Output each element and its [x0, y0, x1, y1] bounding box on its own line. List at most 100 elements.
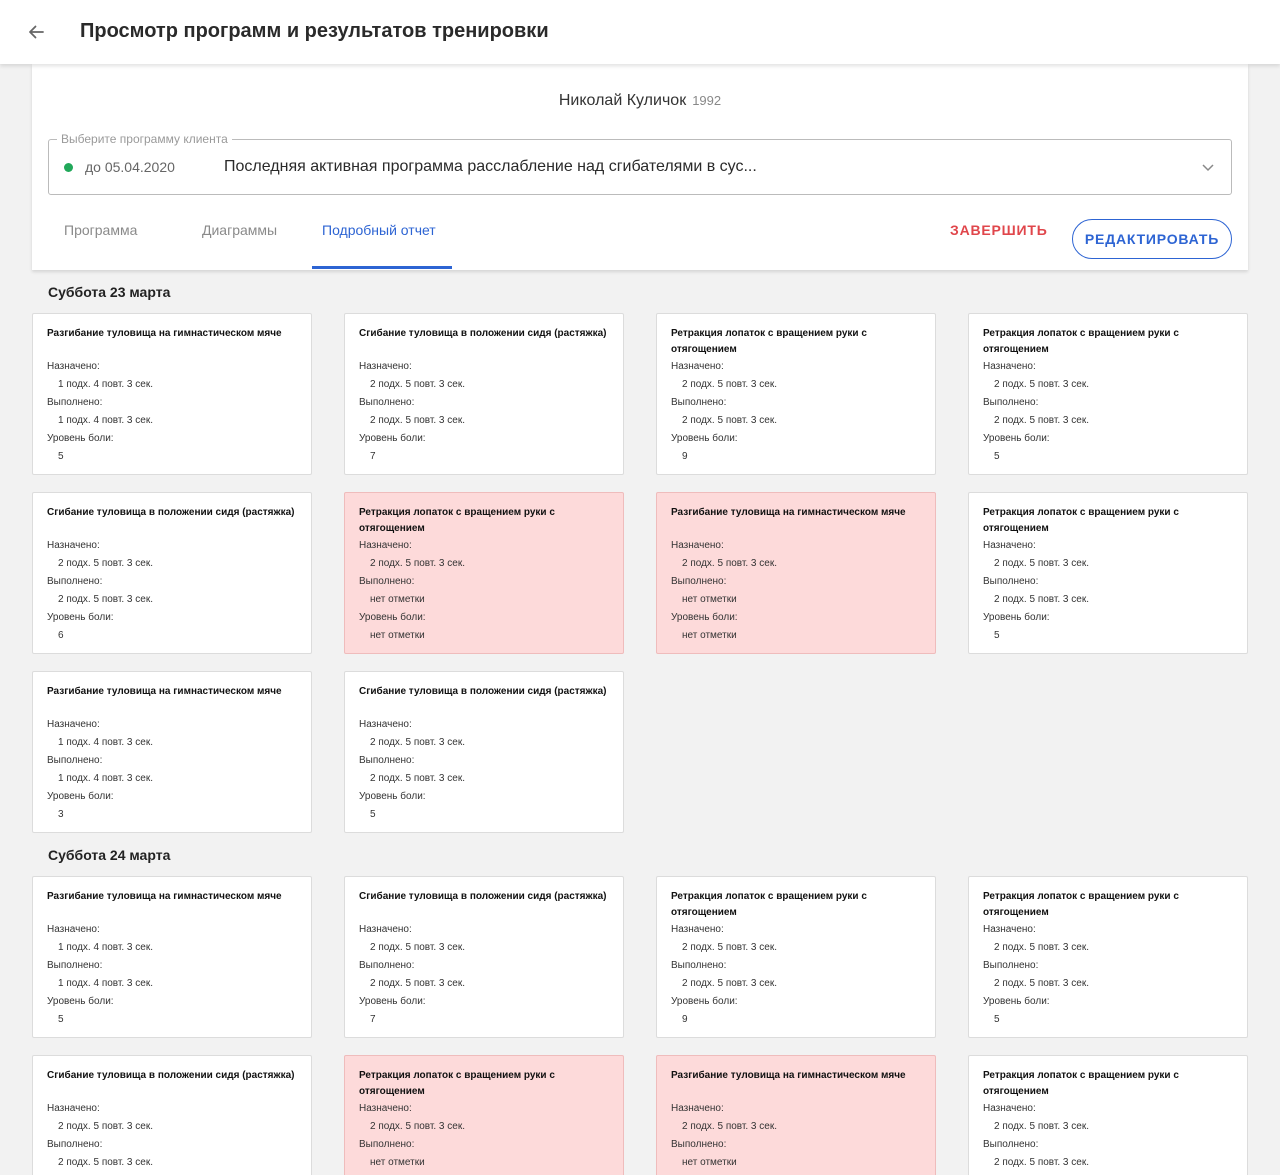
pain-label: Уровень боли:	[671, 612, 738, 623]
done-label: Выполнено:	[359, 960, 415, 971]
exercise-card[interactable]: Ретракция лопаток с вращением руки с отя…	[656, 313, 936, 475]
assigned-value: 2 подх. 5 повт. 3 сек.	[682, 942, 777, 953]
pain-value: 5	[994, 1014, 1000, 1025]
assigned-label: Назначено:	[47, 540, 100, 551]
pain-label: Уровень боли:	[671, 433, 738, 444]
pain-label: Уровень боли:	[47, 612, 114, 623]
exercise-title: Сгибание туловища в положении сидя (раст…	[359, 891, 607, 902]
pain-label: Уровень боли:	[47, 791, 114, 802]
done-value: 2 подх. 5 повт. 3 сек.	[994, 415, 1089, 426]
exercise-card[interactable]: Разгибание туловища на гимнастическом мя…	[656, 492, 936, 654]
assigned-value: 1 подх. 4 повт. 3 сек.	[58, 379, 153, 390]
pain-value: нет отметки	[370, 630, 425, 641]
program-select-label: Выберите программу клиента	[57, 132, 232, 146]
exercise-title: Ретракция лопаток с вращением руки с отя…	[983, 507, 1179, 534]
assigned-label: Назначено:	[47, 719, 100, 730]
finish-button[interactable]: ЗАВЕРШИТЬ	[950, 222, 1048, 238]
exercise-card[interactable]: Ретракция лопаток с вращением руки с отя…	[968, 492, 1248, 654]
assigned-value: 2 подх. 5 повт. 3 сек.	[682, 379, 777, 390]
assigned-label: Назначено:	[359, 1103, 412, 1114]
client-panel: Николай Куличок 1992 Выберите программу к…	[32, 64, 1248, 270]
assigned-label: Назначено:	[983, 540, 1036, 551]
exercise-card[interactable]: Разгибание туловища на гимнастическом мя…	[32, 671, 312, 833]
done-label: Выполнено:	[671, 960, 727, 971]
pain-value: 5	[370, 809, 376, 820]
client-year: 1992	[692, 93, 722, 108]
pain-value: 7	[370, 451, 376, 462]
done-label: Выполнено:	[983, 960, 1039, 971]
assigned-label: Назначено:	[47, 924, 100, 935]
assigned-label: Назначено:	[359, 719, 412, 730]
day-title: Суббота 23 марта	[48, 284, 171, 300]
tab-detailed-report[interactable]: Подробный отчет	[322, 222, 436, 238]
done-value: 2 подх. 5 повт. 3 сек.	[994, 978, 1089, 989]
done-label: Выполнено:	[983, 576, 1039, 587]
assigned-value: 2 подх. 5 повт. 3 сек.	[370, 558, 465, 569]
pain-value: 9	[682, 451, 688, 462]
exercise-card[interactable]: Ретракция лопаток с вращением руки с отя…	[968, 876, 1248, 1038]
exercise-title: Разгибание туловища на гимнастическом мя…	[671, 507, 906, 518]
exercise-card[interactable]: Сгибание туловища в положении сидя (раст…	[32, 492, 312, 654]
assigned-label: Назначено:	[359, 924, 412, 935]
exercise-title: Ретракция лопаток с вращением руки с отя…	[983, 1070, 1179, 1097]
exercise-title: Разгибание туловища на гимнастическом мя…	[671, 1070, 906, 1081]
exercise-card[interactable]: Разгибание туловища на гимнастическом мя…	[32, 313, 312, 475]
exercise-card[interactable]: Сгибание туловища в положении сидя (раст…	[32, 1055, 312, 1175]
done-label: Выполнено:	[359, 576, 415, 587]
exercise-card[interactable]: Ретракция лопаток с вращением руки с отя…	[968, 313, 1248, 475]
assigned-value: 2 подх. 5 повт. 3 сек.	[370, 379, 465, 390]
exercise-card[interactable]: Разгибание туловища на гимнастическом мя…	[32, 876, 312, 1038]
exercise-card[interactable]: Ретракция лопаток с вращением руки с отя…	[656, 876, 936, 1038]
pain-value: 3	[58, 809, 64, 820]
app-bar: Просмотр программ и результатов трениров…	[0, 0, 1280, 64]
day-title: Суббота 24 марта	[48, 847, 171, 863]
exercise-title: Ретракция лопаток с вращением руки с отя…	[359, 507, 555, 534]
exercise-title: Ретракция лопаток с вращением руки с отя…	[983, 328, 1179, 355]
done-value: 1 подх. 4 повт. 3 сек.	[58, 415, 153, 426]
pain-value: 6	[58, 630, 64, 641]
assigned-value: 2 подх. 5 повт. 3 сек.	[994, 942, 1089, 953]
assigned-value: 2 подх. 5 повт. 3 сек.	[58, 1121, 153, 1132]
status-dot	[64, 163, 73, 172]
done-label: Выполнено:	[47, 960, 103, 971]
tab-diagrams[interactable]: Диаграммы	[202, 222, 278, 238]
pain-value: 9	[682, 1014, 688, 1025]
active-tab-indicator	[312, 266, 452, 269]
pain-value: 5	[994, 630, 1000, 641]
exercise-card[interactable]: Сгибание туловища в положении сидя (раст…	[344, 671, 624, 833]
done-label: Выполнено:	[359, 397, 415, 408]
done-value: 2 подх. 5 повт. 3 сек.	[994, 594, 1089, 605]
pain-label: Уровень боли:	[983, 612, 1050, 623]
exercise-card[interactable]: Ретракция лопаток с вращением руки с отя…	[344, 1055, 624, 1175]
assigned-label: Назначено:	[47, 1103, 100, 1114]
assigned-label: Назначено:	[671, 1103, 724, 1114]
assigned-value: 2 подх. 5 повт. 3 сек.	[682, 1121, 777, 1132]
done-label: Выполнено:	[671, 397, 727, 408]
pain-value: 5	[58, 451, 64, 462]
assigned-value: 2 подх. 5 повт. 3 сек.	[370, 1121, 465, 1132]
exercise-card[interactable]: Разгибание туловища на гимнастическом мя…	[656, 1055, 936, 1175]
done-value: 2 подх. 5 повт. 3 сек.	[994, 1157, 1089, 1168]
program-select[interactable]: Выберите программу клиента до 05.04.2020…	[48, 132, 1232, 195]
done-label: Выполнено:	[47, 755, 103, 766]
assigned-label: Назначено:	[671, 540, 724, 551]
exercise-card[interactable]: Ретракция лопаток с вращением руки с отя…	[344, 492, 624, 654]
assigned-label: Назначено:	[671, 924, 724, 935]
done-label: Выполнено:	[359, 1139, 415, 1150]
done-value: 2 подх. 5 повт. 3 сек.	[58, 594, 153, 605]
exercise-card[interactable]: Сгибание туловища в положении сидя (раст…	[344, 876, 624, 1038]
assigned-label: Назначено:	[983, 361, 1036, 372]
pain-label: Уровень боли:	[359, 433, 426, 444]
back-button[interactable]	[20, 16, 52, 48]
assigned-value: 2 подх. 5 повт. 3 сек.	[682, 558, 777, 569]
exercise-card[interactable]: Сгибание туловища в положении сидя (раст…	[344, 313, 624, 475]
assigned-value: 2 подх. 5 повт. 3 сек.	[370, 942, 465, 953]
tab-program[interactable]: Программа	[64, 222, 138, 238]
assigned-value: 2 подх. 5 повт. 3 сек.	[58, 558, 153, 569]
exercise-card[interactable]: Ретракция лопаток с вращением руки с отя…	[968, 1055, 1248, 1175]
edit-button[interactable]: РЕДАКТИРОВАТЬ	[1072, 219, 1232, 259]
exercise-title: Разгибание туловища на гимнастическом мя…	[47, 891, 282, 902]
exercise-title: Ретракция лопаток с вращением руки с отя…	[671, 328, 867, 355]
program-select-value: Последняя активная программа расслаблени…	[224, 158, 757, 175]
exercise-title: Разгибание туловища на гимнастическом мя…	[47, 328, 282, 339]
